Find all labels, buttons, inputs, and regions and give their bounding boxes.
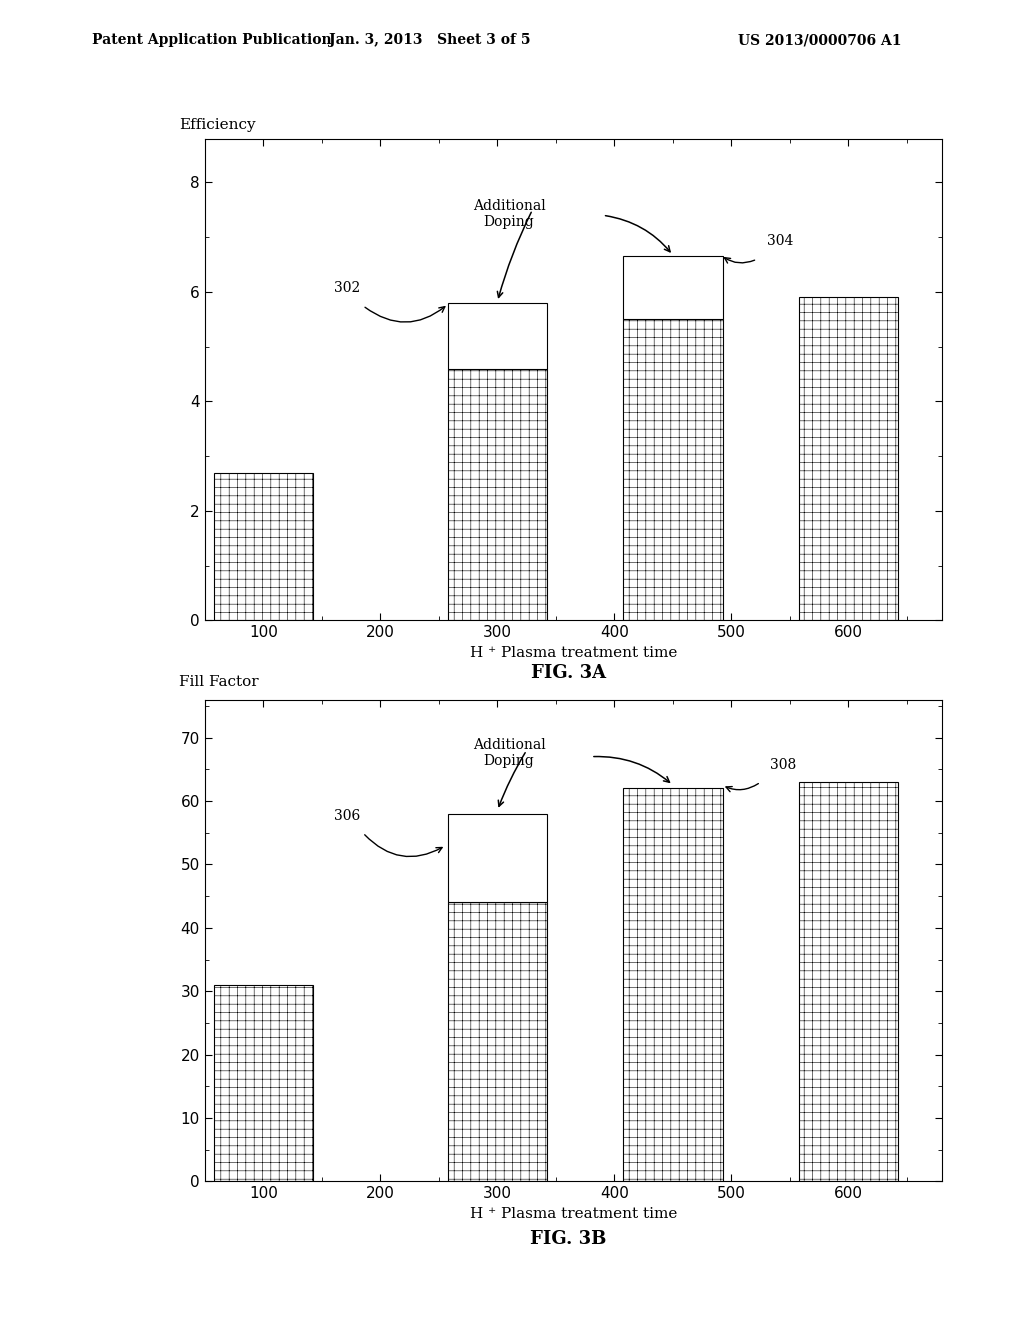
- Text: 304: 304: [767, 235, 793, 248]
- Bar: [447, 903, 547, 1181]
- Bar: [447, 368, 547, 620]
- Bar: [447, 813, 547, 903]
- Bar: [799, 297, 898, 620]
- Bar: [624, 319, 723, 620]
- Bar: [624, 256, 723, 319]
- Text: US 2013/0000706 A1: US 2013/0000706 A1: [737, 33, 901, 48]
- Text: Additional
Doping: Additional Doping: [473, 738, 546, 768]
- Text: Jan. 3, 2013   Sheet 3 of 5: Jan. 3, 2013 Sheet 3 of 5: [330, 33, 530, 48]
- Text: 302: 302: [334, 281, 359, 294]
- Text: Efficiency: Efficiency: [179, 117, 256, 132]
- Bar: [214, 985, 313, 1181]
- Text: FIG. 3B: FIG. 3B: [530, 1230, 606, 1249]
- Bar: [624, 788, 723, 1181]
- Text: FIG. 3A: FIG. 3A: [530, 664, 606, 682]
- Text: 306: 306: [334, 809, 359, 824]
- X-axis label: H ⁺ Plasma treatment time: H ⁺ Plasma treatment time: [470, 1206, 677, 1221]
- Bar: [447, 302, 547, 368]
- Bar: [214, 473, 313, 620]
- Text: Additional
Doping: Additional Doping: [473, 199, 546, 230]
- X-axis label: H ⁺ Plasma treatment time: H ⁺ Plasma treatment time: [470, 645, 677, 660]
- Text: Patent Application Publication: Patent Application Publication: [92, 33, 332, 48]
- Text: Fill Factor: Fill Factor: [179, 675, 259, 689]
- Text: 308: 308: [770, 758, 797, 772]
- Bar: [799, 781, 898, 1181]
